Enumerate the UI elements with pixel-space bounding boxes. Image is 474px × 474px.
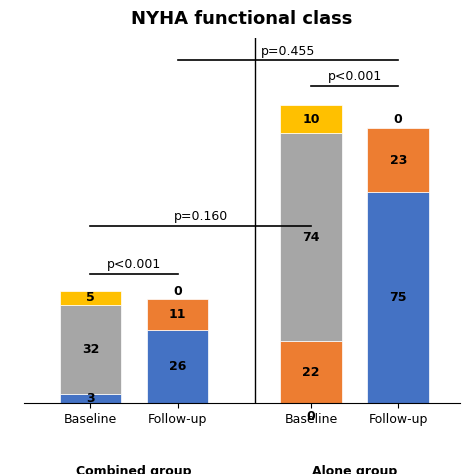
Text: 74: 74 bbox=[302, 231, 320, 244]
Bar bbox=[367, 128, 429, 192]
Text: 3: 3 bbox=[86, 392, 95, 405]
Bar bbox=[280, 105, 342, 133]
Text: 5: 5 bbox=[86, 291, 95, 304]
Text: 0: 0 bbox=[307, 410, 315, 423]
Text: 26: 26 bbox=[169, 360, 186, 373]
Text: Combined group: Combined group bbox=[76, 465, 192, 474]
Text: 32: 32 bbox=[82, 343, 99, 356]
Text: p=0.455: p=0.455 bbox=[261, 45, 315, 57]
Text: 10: 10 bbox=[302, 113, 320, 126]
Text: Alone group: Alone group bbox=[312, 465, 397, 474]
Bar bbox=[60, 305, 121, 394]
Bar bbox=[280, 341, 342, 403]
Text: 23: 23 bbox=[390, 154, 407, 166]
Title: NYHA functional class: NYHA functional class bbox=[131, 10, 353, 28]
Text: 75: 75 bbox=[390, 291, 407, 304]
Bar bbox=[60, 291, 121, 305]
Text: p<0.001: p<0.001 bbox=[328, 70, 382, 83]
Text: p=0.160: p=0.160 bbox=[173, 210, 228, 223]
Text: 22: 22 bbox=[302, 365, 320, 379]
Bar bbox=[147, 299, 209, 330]
Bar bbox=[280, 133, 342, 341]
Bar bbox=[147, 330, 209, 403]
Text: 0: 0 bbox=[394, 113, 402, 127]
Text: p<0.001: p<0.001 bbox=[107, 258, 161, 271]
Bar bbox=[367, 192, 429, 403]
Text: 11: 11 bbox=[169, 308, 186, 321]
Bar bbox=[60, 394, 121, 403]
Text: 0: 0 bbox=[173, 284, 182, 298]
